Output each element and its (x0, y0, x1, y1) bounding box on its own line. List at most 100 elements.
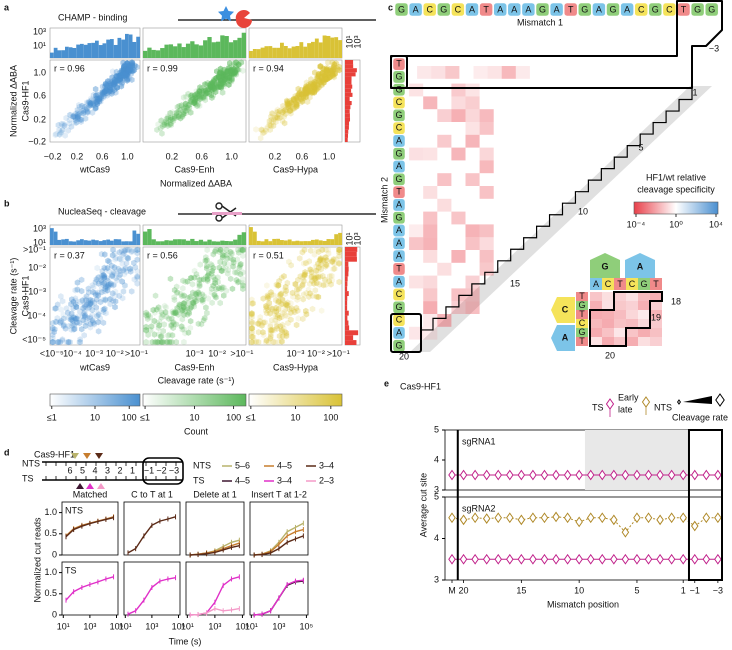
hexbin-cell (268, 289, 274, 296)
hexbin-cell (336, 249, 342, 256)
hexbin-cell (224, 68, 231, 75)
y-tick-label: 0.2 (33, 114, 46, 124)
hexbin-cell (74, 319, 80, 326)
hexbin-cell (296, 90, 303, 97)
hist-bar (155, 50, 161, 58)
hexbin-cell (82, 313, 88, 321)
hexbin-cell (201, 86, 207, 93)
hexbin-cell (255, 320, 261, 327)
hexbin-cell (103, 310, 109, 317)
hexbin-cell (315, 268, 321, 275)
hexbin-cell (286, 258, 292, 265)
hexbin-cell (110, 297, 116, 305)
hexbin-cell (249, 333, 255, 340)
hexbin-cell (92, 85, 99, 93)
hexbin-cell (95, 319, 101, 326)
hist-bar (280, 42, 284, 58)
hist-bar (311, 239, 315, 245)
heat-cell (423, 314, 438, 327)
hexbin-cell (210, 92, 216, 99)
panel-title: CHAMP - binding (58, 12, 127, 22)
hexbin-cell (143, 323, 149, 331)
hexbin-cell (240, 246, 246, 254)
hexbin-cell (263, 338, 269, 346)
hexbin-cell (221, 260, 228, 267)
y-tick-label: 1.0 (44, 567, 57, 577)
hexbin-cell (104, 287, 111, 294)
data-point (633, 469, 641, 481)
hexbin-cell (183, 100, 189, 107)
heat-cell (409, 237, 424, 250)
hist-bar (72, 47, 77, 58)
base-box (535, 2, 550, 17)
x-tick-label: >10⁻¹ (327, 348, 350, 358)
hexbin-cell (92, 104, 99, 112)
data-point (656, 514, 664, 526)
hexbin-cell (116, 274, 122, 281)
hexbin-cell (336, 246, 342, 254)
hexbin-cell (278, 113, 285, 120)
base-box (507, 2, 522, 17)
hexbin-cell (80, 107, 86, 114)
base-letter-large: C (562, 304, 569, 314)
y-tick-label: −0.2 (28, 136, 46, 146)
hexbin-cell (174, 111, 180, 119)
hexbin-cell (205, 295, 211, 302)
base-box (394, 2, 409, 17)
hist-bar (198, 239, 204, 245)
colorbar-tick-label: 10 (290, 412, 300, 422)
hexbin-cell (170, 324, 176, 332)
hexbin-cell (187, 109, 194, 116)
hist-bar (334, 37, 339, 58)
hexbin-cell (262, 319, 268, 326)
heat-cell (614, 319, 626, 328)
heat-cell (614, 337, 626, 346)
hexbin-cell (293, 304, 300, 312)
base-box (437, 2, 451, 17)
hexbin-cell (89, 301, 95, 308)
hexbin-cell (70, 113, 76, 120)
base-box (392, 198, 406, 212)
hist-bar (168, 240, 174, 245)
data-point (586, 512, 595, 524)
heat-cell (437, 262, 452, 276)
x-axis-label: Cleavage rate (s⁻¹) (158, 375, 235, 385)
hexbin-cell (170, 309, 177, 317)
colorbar-tick-label: 10 (189, 412, 199, 422)
hexbin-cell (152, 309, 158, 316)
hexbin-cell (167, 275, 174, 282)
hexbin-cell (77, 298, 83, 306)
hist-bar (136, 36, 140, 58)
hist-bar (91, 42, 95, 58)
x-axis-label: Time (s) (169, 636, 202, 646)
hexbin-cell (268, 113, 274, 120)
hexbin-cell (191, 267, 198, 275)
hexbin-cell (315, 248, 322, 256)
panel-title: NucleaSeq - cleavage (58, 206, 146, 216)
hexbin-cell (159, 130, 165, 137)
base-letter: A (554, 4, 560, 14)
hexbin-cell (134, 246, 141, 254)
heat-cell (590, 319, 602, 328)
hexbin-cell (169, 338, 175, 346)
hexbin-cell (154, 338, 160, 346)
hexbin-cell (176, 113, 182, 120)
hexbin-cell (185, 299, 191, 306)
position-label: 20 (399, 351, 409, 361)
hexbin-cell (184, 311, 191, 318)
hexbin-cell (160, 327, 166, 335)
hexbin-cell (274, 313, 280, 321)
hist-bar (143, 50, 148, 58)
data-point (506, 469, 514, 481)
hexbin-cell (95, 289, 101, 296)
heat-cell (451, 96, 466, 110)
hexbin-cell (212, 279, 218, 287)
hexbin-cell (308, 273, 315, 281)
hexbin-cell (265, 307, 271, 314)
hexbin-cell (163, 304, 169, 311)
base-letter: G (708, 4, 715, 14)
hexbin-cell (202, 86, 208, 93)
hexbin-cell (284, 98, 291, 105)
hexbin-cell (173, 113, 180, 120)
hexbin-cell (267, 310, 273, 317)
